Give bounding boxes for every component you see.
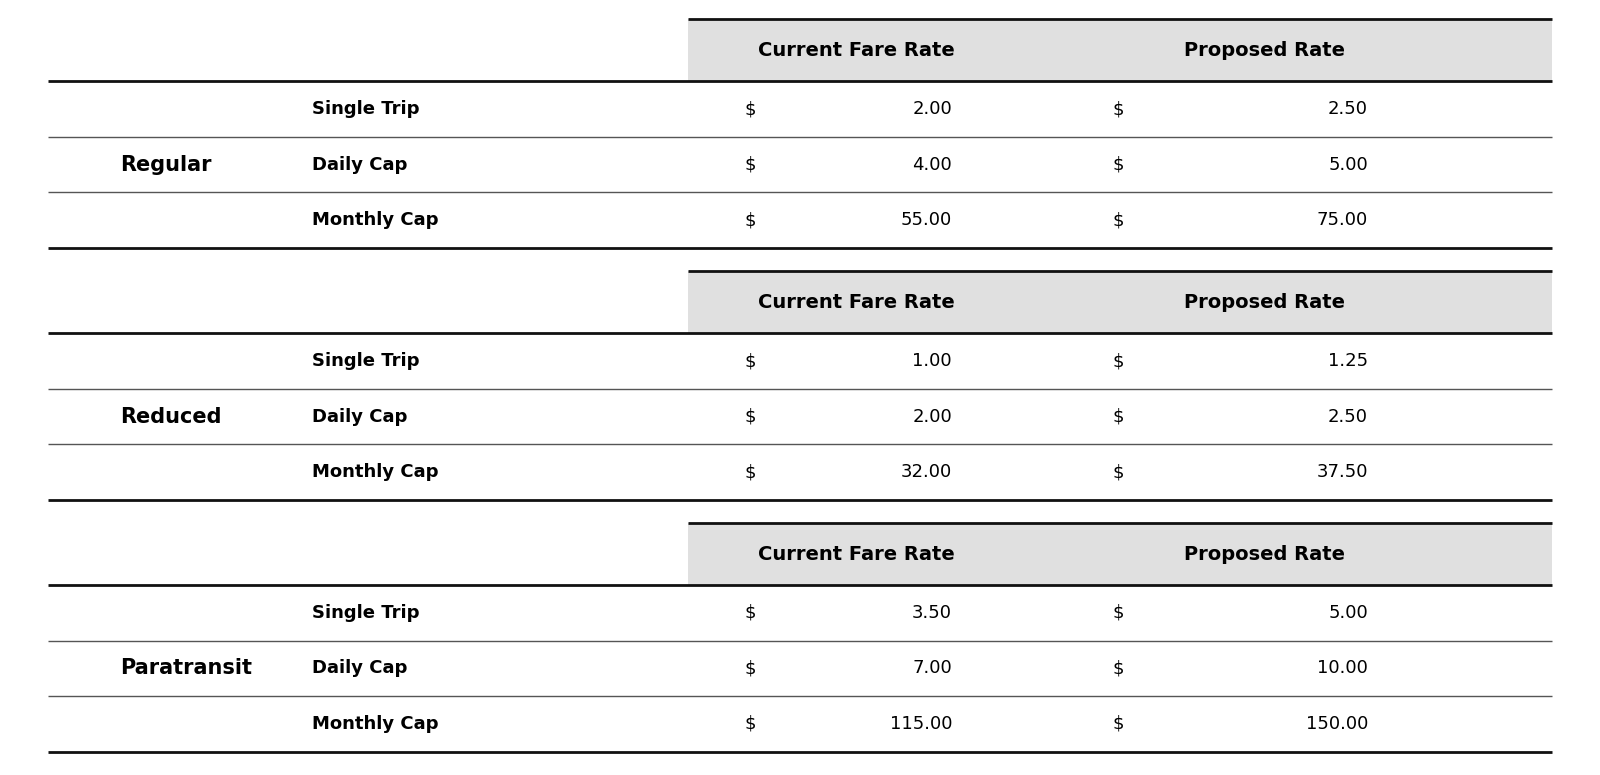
Text: 32.00: 32.00 [901, 463, 952, 481]
Text: 2.50: 2.50 [1328, 100, 1368, 118]
Text: $: $ [1112, 212, 1123, 229]
Bar [688, 19, 1552, 81]
Text: 7.00: 7.00 [912, 660, 952, 677]
Text: Current Fare Rate: Current Fare Rate [758, 293, 954, 312]
Bar [688, 523, 1552, 585]
Text: 2.00: 2.00 [912, 408, 952, 425]
Text: 5.00: 5.00 [1328, 604, 1368, 622]
Text: Proposed Rate: Proposed Rate [1184, 41, 1344, 60]
Text: $: $ [1112, 352, 1123, 370]
Text: 4.00: 4.00 [912, 156, 952, 174]
Text: Current Fare Rate: Current Fare Rate [758, 545, 954, 563]
Text: $: $ [1112, 715, 1123, 733]
Text: 2.50: 2.50 [1328, 408, 1368, 425]
Text: $: $ [1112, 660, 1123, 677]
Text: Paratransit: Paratransit [120, 659, 253, 678]
Text: $: $ [744, 660, 755, 677]
Text: Proposed Rate: Proposed Rate [1184, 545, 1344, 563]
Text: 1.00: 1.00 [912, 352, 952, 370]
Text: $: $ [744, 100, 755, 118]
Text: Current Fare Rate: Current Fare Rate [758, 41, 954, 60]
Text: Monthly Cap: Monthly Cap [312, 715, 438, 733]
Text: Regular: Regular [120, 155, 211, 174]
Text: $: $ [744, 352, 755, 370]
Text: $: $ [744, 715, 755, 733]
Text: $: $ [744, 212, 755, 229]
Text: Daily Cap: Daily Cap [312, 156, 408, 174]
Text: 55.00: 55.00 [901, 212, 952, 229]
Text: $: $ [1112, 604, 1123, 622]
Text: 3.50: 3.50 [912, 604, 952, 622]
Text: $: $ [744, 156, 755, 174]
Text: Monthly Cap: Monthly Cap [312, 463, 438, 481]
Text: $: $ [1112, 100, 1123, 118]
Text: Daily Cap: Daily Cap [312, 660, 408, 677]
Text: $: $ [744, 463, 755, 481]
Text: 150.00: 150.00 [1306, 715, 1368, 733]
Text: Single Trip: Single Trip [312, 604, 419, 622]
Text: Single Trip: Single Trip [312, 100, 419, 118]
Text: Monthly Cap: Monthly Cap [312, 212, 438, 229]
Text: Daily Cap: Daily Cap [312, 408, 408, 425]
Text: 75.00: 75.00 [1317, 212, 1368, 229]
Text: $: $ [744, 604, 755, 622]
Text: 1.25: 1.25 [1328, 352, 1368, 370]
Text: 5.00: 5.00 [1328, 156, 1368, 174]
Text: Reduced: Reduced [120, 407, 221, 426]
Text: 37.50: 37.50 [1317, 463, 1368, 481]
Text: 10.00: 10.00 [1317, 660, 1368, 677]
Text: $: $ [1112, 156, 1123, 174]
Text: 115.00: 115.00 [890, 715, 952, 733]
Text: $: $ [1112, 408, 1123, 425]
Text: $: $ [744, 408, 755, 425]
Text: Single Trip: Single Trip [312, 352, 419, 370]
Text: $: $ [1112, 463, 1123, 481]
Bar [688, 271, 1552, 333]
Text: Proposed Rate: Proposed Rate [1184, 293, 1344, 312]
Text: 2.00: 2.00 [912, 100, 952, 118]
